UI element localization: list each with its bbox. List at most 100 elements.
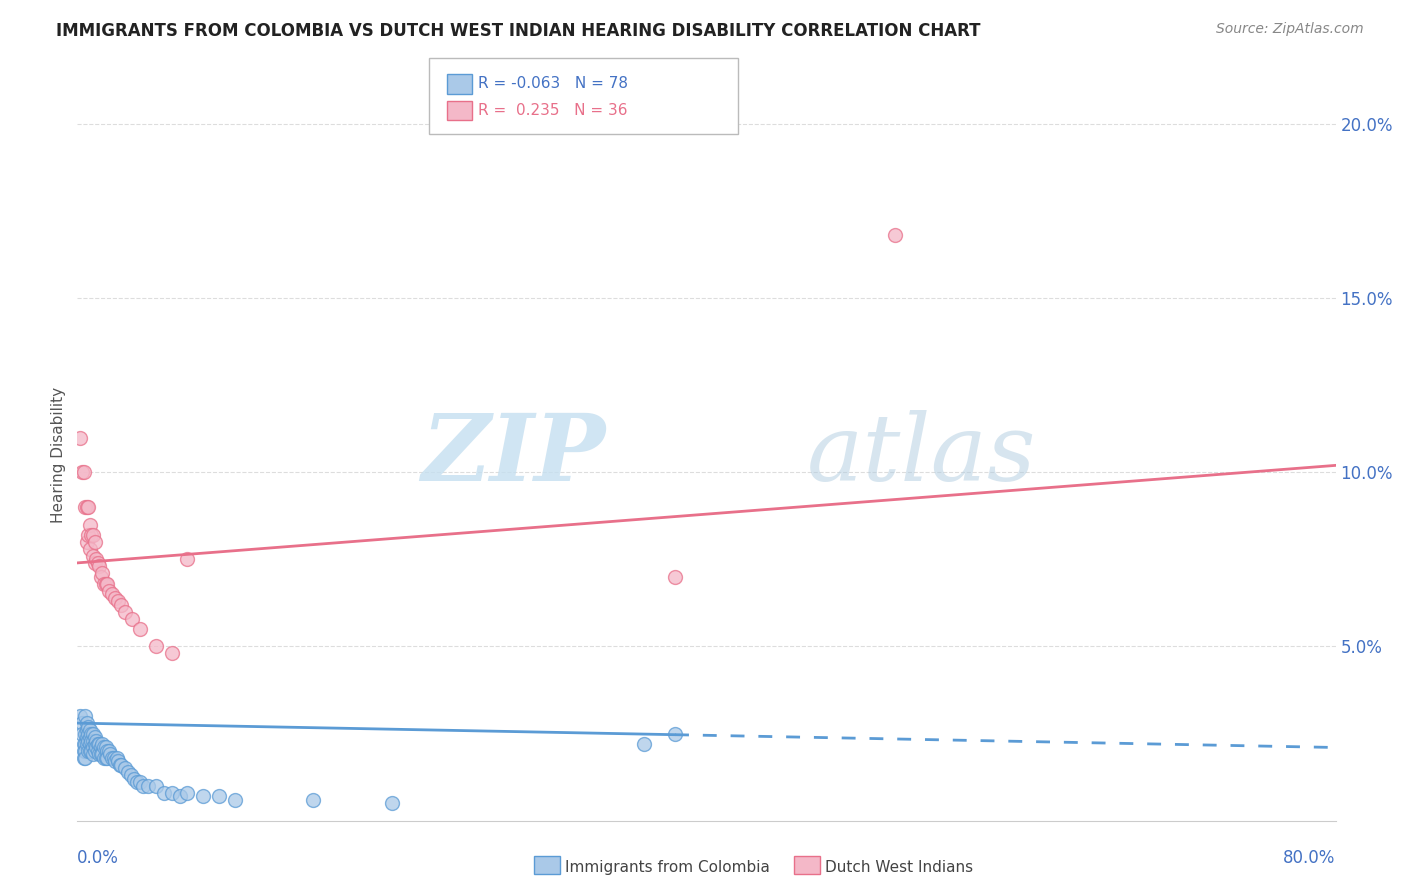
Point xyxy=(94,576,117,591)
Point xyxy=(70,726,93,740)
Point xyxy=(79,517,101,532)
Text: 80.0%: 80.0% xyxy=(1284,848,1336,866)
Point xyxy=(145,640,167,654)
Point xyxy=(80,528,103,542)
Point xyxy=(129,775,152,789)
Point xyxy=(302,793,325,807)
Point xyxy=(93,751,115,765)
Point xyxy=(96,744,118,758)
Point xyxy=(107,755,129,769)
Point xyxy=(224,793,246,807)
Point xyxy=(82,747,104,762)
Point xyxy=(84,733,107,747)
Text: Source: ZipAtlas.com: Source: ZipAtlas.com xyxy=(1216,22,1364,37)
Point xyxy=(79,744,101,758)
Point xyxy=(114,761,136,775)
Point xyxy=(110,758,132,772)
Point xyxy=(107,594,129,608)
Point xyxy=(75,737,97,751)
Point xyxy=(132,779,155,793)
Point xyxy=(91,566,114,581)
Text: Dutch West Indians: Dutch West Indians xyxy=(825,860,973,874)
Point xyxy=(76,500,98,515)
Point xyxy=(120,768,142,782)
Point xyxy=(114,605,136,619)
Text: R =  0.235   N = 36: R = 0.235 N = 36 xyxy=(478,103,627,118)
Point xyxy=(80,744,103,758)
Point xyxy=(93,576,115,591)
Point xyxy=(75,726,97,740)
Point xyxy=(127,775,149,789)
Text: R = -0.063   N = 78: R = -0.063 N = 78 xyxy=(478,77,628,91)
Point xyxy=(77,500,100,515)
Point xyxy=(160,786,183,800)
Point xyxy=(89,747,111,762)
Point xyxy=(79,541,101,556)
Point xyxy=(70,716,93,731)
Point xyxy=(72,744,94,758)
Point xyxy=(76,716,98,731)
Point xyxy=(153,786,176,800)
Point xyxy=(101,751,124,765)
Point xyxy=(160,647,183,661)
Point xyxy=(75,709,97,723)
Point xyxy=(69,709,91,723)
Point xyxy=(191,789,215,804)
Point xyxy=(75,500,97,515)
Point xyxy=(84,740,107,755)
Point xyxy=(79,730,101,744)
Point xyxy=(93,740,115,755)
Point xyxy=(91,747,114,762)
Point xyxy=(77,528,100,542)
Point xyxy=(83,744,105,758)
Text: 0.0%: 0.0% xyxy=(77,848,120,866)
Point xyxy=(121,612,143,626)
Point xyxy=(96,751,118,765)
Point xyxy=(76,723,98,737)
Point xyxy=(94,740,117,755)
Text: ZIP: ZIP xyxy=(422,410,606,500)
Point xyxy=(83,535,105,549)
Point xyxy=(105,751,128,765)
Point xyxy=(884,228,907,243)
Point xyxy=(117,764,139,779)
Point xyxy=(381,796,404,810)
Point xyxy=(91,737,114,751)
Point xyxy=(97,744,120,758)
Point xyxy=(82,740,104,755)
Point xyxy=(94,751,117,765)
Point xyxy=(89,737,111,751)
Point xyxy=(76,730,98,744)
Point xyxy=(82,528,104,542)
Point xyxy=(89,559,111,574)
Point xyxy=(110,598,132,612)
Point xyxy=(84,552,107,566)
Point xyxy=(83,556,105,570)
Point xyxy=(101,587,124,601)
Point xyxy=(77,726,100,740)
Point xyxy=(97,583,120,598)
Point xyxy=(108,758,131,772)
Point xyxy=(176,552,198,566)
Point xyxy=(145,779,167,793)
Point xyxy=(72,466,94,480)
Point xyxy=(82,726,104,740)
Point xyxy=(75,744,97,758)
Point xyxy=(83,737,105,751)
Point xyxy=(169,789,191,804)
Point xyxy=(77,744,100,758)
Point xyxy=(87,744,110,758)
Point xyxy=(104,591,127,605)
Point xyxy=(103,751,125,765)
Point xyxy=(664,570,686,584)
Point xyxy=(104,755,127,769)
Point xyxy=(90,747,112,762)
Point xyxy=(122,772,145,786)
Point xyxy=(80,726,103,740)
Point xyxy=(96,576,118,591)
Y-axis label: Hearing Disability: Hearing Disability xyxy=(51,387,66,523)
Point xyxy=(76,535,98,549)
Point xyxy=(72,751,94,765)
Text: atlas: atlas xyxy=(807,410,1036,500)
Point xyxy=(70,466,93,480)
